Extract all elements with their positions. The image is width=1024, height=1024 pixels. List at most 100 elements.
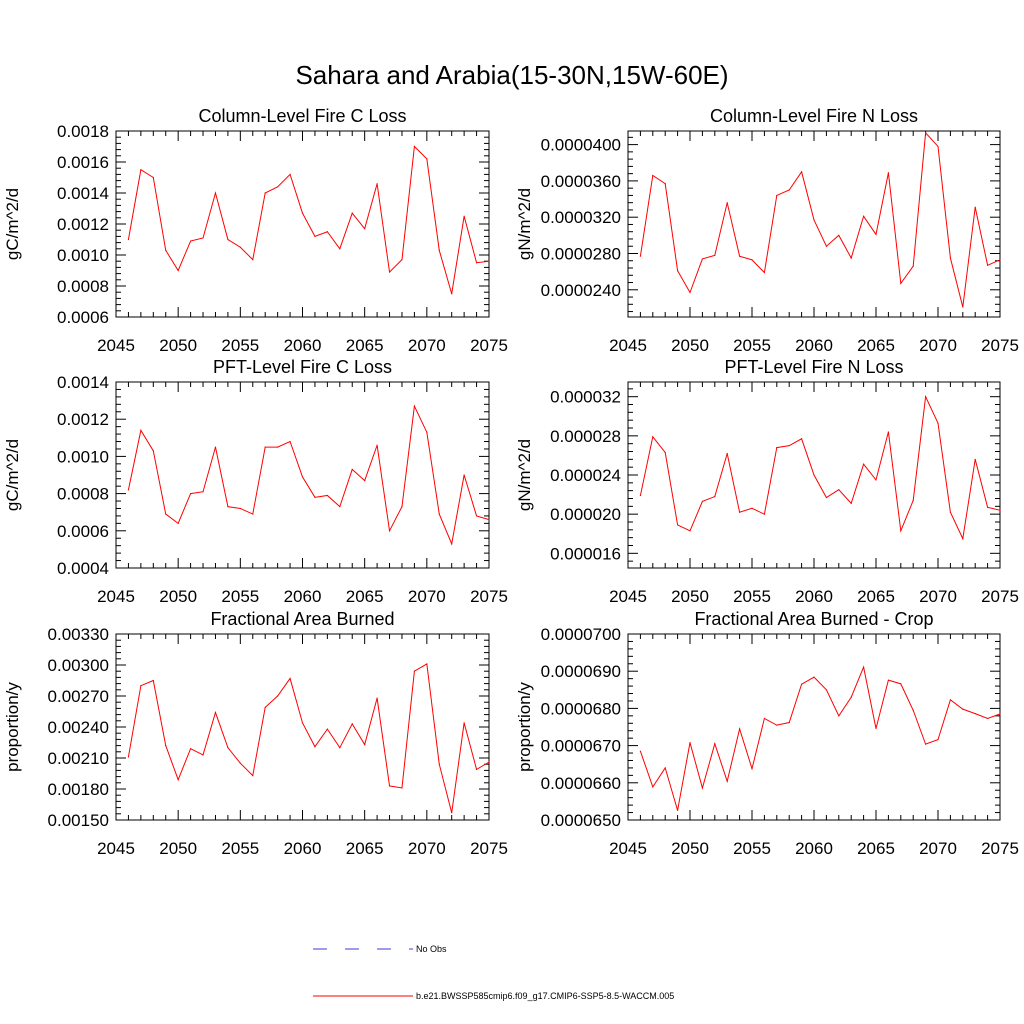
data-point	[788, 721, 790, 724]
y-tick-label: 0.0014	[57, 184, 109, 203]
x-tick-label: 2065	[857, 336, 895, 355]
y-tick-label: 0.0000660	[541, 774, 621, 793]
y-tick-label: 0.000032	[550, 388, 621, 407]
y-tick-label: 0.0000360	[541, 172, 621, 191]
panel-title: Column-Level Fire C Loss	[198, 106, 406, 126]
y-tick-label: 0.000028	[550, 427, 621, 446]
chart-panel-3: PFT-Level Fire C Loss 2045 2050 2055 2060 206…	[3, 357, 508, 606]
data-point	[689, 742, 691, 744]
data-point	[974, 458, 976, 460]
x-tick-label: 2070	[919, 336, 957, 355]
data-point	[912, 265, 914, 267]
data-point	[165, 513, 167, 515]
x-tick-label: 2050	[671, 839, 709, 858]
data-point	[987, 506, 989, 508]
panel-title: Fractional Area Burned	[210, 609, 394, 629]
data-point	[239, 762, 241, 764]
data-point	[726, 202, 728, 204]
x-tick-label: 2045	[97, 587, 135, 606]
data-point	[751, 507, 753, 509]
x-tick-label: 2060	[284, 587, 322, 606]
data-point	[863, 463, 865, 465]
data-point	[863, 666, 865, 668]
data-point	[165, 745, 167, 747]
data-point	[974, 713, 976, 715]
data-point	[689, 291, 691, 294]
data-point	[202, 754, 204, 756]
data-point	[426, 158, 428, 160]
x-tick-label: 2065	[857, 839, 895, 858]
data-point	[937, 422, 939, 424]
y-tick-label: 0.0010	[57, 246, 109, 265]
panel-title: Fractional Area Burned - Crop	[694, 609, 933, 629]
data-point	[788, 445, 790, 447]
data-point	[701, 500, 704, 503]
x-tick-label: 2070	[919, 587, 957, 606]
series-line	[639, 131, 1001, 308]
data-point	[127, 489, 130, 491]
data-point	[277, 186, 279, 188]
series-line	[639, 665, 1001, 811]
data-point	[202, 491, 204, 493]
data-point	[788, 189, 790, 191]
data-point	[140, 685, 142, 687]
legend-label-model: b.e21.BWSSP585cmip6.f09_g17.CMIP6-SSP5-8…	[416, 991, 674, 1001]
data-point	[949, 257, 952, 259]
x-tick-label: 2075	[470, 587, 508, 606]
y-tick-label: 0.00180	[48, 780, 109, 799]
data-point	[776, 194, 778, 197]
data-point	[177, 269, 179, 272]
data-point	[825, 245, 828, 247]
data-point	[825, 689, 828, 691]
data-point	[701, 258, 704, 260]
x-tick-label: 2065	[857, 587, 895, 606]
data-point	[214, 446, 217, 448]
data-point	[652, 174, 654, 177]
data-point	[388, 785, 391, 787]
x-tick-label: 2075	[981, 336, 1019, 355]
data-point	[677, 524, 679, 526]
y-tick-label: 0.0016	[57, 153, 109, 172]
data-point	[252, 259, 254, 261]
y-tick-label: 0.0000670	[541, 737, 621, 756]
data-point	[838, 489, 840, 491]
y-tick-label: 0.00150	[48, 811, 109, 830]
x-tick-label: 2050	[159, 839, 197, 858]
data-point	[652, 436, 654, 438]
data-point	[488, 260, 490, 262]
data-point	[401, 259, 403, 261]
figure-title: Sahara and Arabia(15-30N,15W-60E)	[295, 60, 728, 90]
y-tick-label: 0.0008	[57, 485, 109, 504]
y-tick-label: 0.0018	[57, 122, 109, 141]
y-tick-label: 0.0000650	[541, 811, 621, 830]
x-tick-label: 2065	[346, 587, 384, 606]
data-point	[925, 396, 927, 398]
data-point	[838, 715, 840, 717]
data-point	[813, 474, 815, 476]
y-tick-label: 0.00300	[48, 656, 109, 675]
data-point	[475, 768, 478, 770]
panel-title: Column-Level Fire N Loss	[710, 106, 918, 126]
data-point	[739, 255, 741, 257]
data-point	[152, 176, 154, 179]
x-tick-label: 2045	[609, 336, 647, 355]
x-tick-label: 2070	[408, 336, 446, 355]
data-point	[190, 240, 192, 242]
y-axis-label: gC/m^2/d	[3, 439, 22, 511]
x-tick-label: 2055	[221, 587, 259, 606]
panel-title: PFT-Level Fire C Loss	[213, 357, 392, 377]
data-point	[875, 479, 877, 481]
y-tick-label: 0.0000320	[541, 208, 621, 227]
data-point	[900, 683, 902, 685]
data-point	[252, 513, 254, 515]
y-tick-label: 0.0010	[57, 447, 109, 466]
data-point	[726, 780, 728, 782]
data-point	[326, 728, 328, 730]
data-point	[463, 722, 465, 724]
data-point	[726, 452, 728, 455]
data-point	[214, 711, 217, 714]
data-point	[339, 747, 341, 749]
chart-panel-6: Fractional Area Burned - Crop 2045 2050 205…	[515, 609, 1019, 858]
data-point	[825, 496, 828, 499]
data-point	[301, 722, 304, 724]
